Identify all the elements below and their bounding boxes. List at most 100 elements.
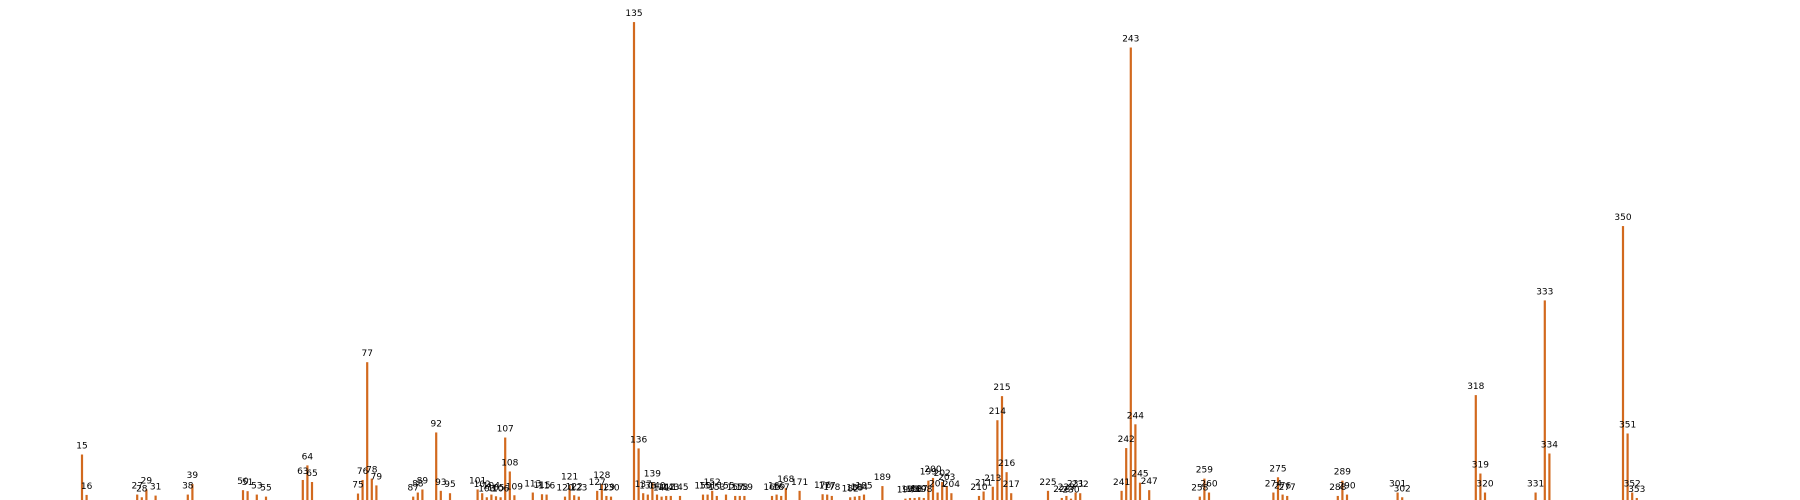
bar-194 — [904, 498, 907, 500]
bar-213 — [991, 486, 994, 500]
bar-label-51: 51 — [242, 478, 253, 488]
bar-31 — [154, 495, 157, 500]
bar-352 — [1631, 492, 1634, 500]
bar-label-89: 89 — [417, 476, 429, 486]
bar-label-53: 53 — [251, 482, 262, 492]
bar-232 — [1079, 493, 1082, 500]
bar-label-93: 93 — [435, 478, 446, 488]
bar-177 — [826, 494, 829, 500]
bar-64 — [306, 465, 309, 500]
bar-label-230: 230 — [1062, 486, 1079, 496]
bar-label-204: 204 — [943, 480, 960, 490]
bar-157 — [734, 495, 737, 500]
bar-214 — [996, 420, 999, 500]
bar-203 — [945, 486, 948, 500]
bar-302 — [1401, 497, 1404, 500]
bar-label-334: 334 — [1541, 441, 1558, 451]
bar-77 — [366, 362, 369, 500]
bar-label-178: 178 — [823, 483, 840, 493]
bar-184 — [858, 495, 861, 500]
bar-label-177: 177 — [819, 482, 836, 492]
bar-143 — [669, 495, 672, 500]
bar-183 — [853, 496, 856, 500]
bar-label-135: 135 — [625, 9, 642, 19]
bar-145 — [678, 495, 682, 500]
bar-136 — [637, 448, 640, 500]
bar-label-130: 130 — [602, 484, 619, 494]
bar-label-302: 302 — [1394, 484, 1411, 494]
bar-label-183: 183 — [846, 484, 863, 494]
bar-51 — [246, 491, 249, 500]
bar-101 — [476, 489, 479, 500]
bar-167 — [780, 495, 783, 500]
bar-176 — [821, 494, 824, 500]
bar-121 — [568, 485, 571, 500]
bar-28 — [140, 497, 143, 500]
bar-113 — [531, 492, 534, 500]
bar-105 — [494, 496, 498, 500]
bar-78 — [370, 478, 373, 500]
bar-198 — [922, 497, 925, 500]
bar-29 — [145, 489, 148, 500]
bar-label-120: 120 — [556, 484, 573, 494]
bar-label-225: 225 — [1039, 478, 1056, 488]
bar-127 — [596, 490, 599, 500]
bar-label-211: 211 — [975, 479, 992, 489]
bar-label-243: 243 — [1122, 35, 1139, 45]
bar-27 — [136, 494, 139, 500]
bar-label-121: 121 — [561, 472, 578, 482]
bar-label-158: 158 — [731, 483, 748, 493]
bar-label-258: 258 — [1191, 484, 1208, 494]
bar-label-232: 232 — [1072, 480, 1089, 490]
bar-229 — [1065, 495, 1068, 500]
bar-216 — [1005, 472, 1008, 500]
bar-108 — [508, 471, 511, 500]
bar-158 — [738, 495, 741, 500]
bar-label-194: 194 — [897, 486, 914, 496]
bar-76 — [361, 479, 364, 500]
bar-label-301: 301 — [1389, 480, 1406, 490]
bar-label-159: 159 — [736, 483, 753, 493]
bar-103 — [485, 497, 488, 500]
bar-211 — [982, 491, 985, 500]
bar-label-203: 203 — [938, 473, 955, 483]
bar-label-152: 152 — [704, 478, 721, 488]
bar-label-143: 143 — [662, 483, 679, 493]
bar-150 — [701, 494, 705, 500]
bar-label-231: 231 — [1067, 480, 1084, 490]
bar-319 — [1479, 473, 1482, 500]
bar-label-109: 109 — [506, 482, 523, 492]
bar-label-247: 247 — [1141, 477, 1158, 487]
bar-label-196: 196 — [906, 485, 923, 495]
bar-116 — [545, 494, 548, 500]
bar-label-214: 214 — [989, 407, 1006, 417]
bar-88 — [416, 492, 419, 500]
bar-label-79: 79 — [371, 472, 383, 482]
bar-label-274: 274 — [1265, 480, 1282, 490]
bar-label-318: 318 — [1467, 382, 1484, 392]
bar-129 — [605, 495, 608, 500]
bar-label-259: 259 — [1196, 466, 1213, 476]
bar-15 — [80, 454, 84, 500]
bar-138 — [646, 494, 649, 500]
bar-301 — [1396, 492, 1399, 500]
bar-140 — [655, 494, 659, 500]
bar-53 — [255, 494, 258, 500]
bar-318 — [1474, 395, 1477, 500]
bar-label-244: 244 — [1127, 411, 1144, 421]
bar-label-197: 197 — [911, 484, 928, 494]
bar-350 — [1621, 226, 1625, 500]
bar-137 — [642, 493, 645, 500]
bar-label-123: 123 — [570, 484, 587, 494]
bar-label-145: 145 — [671, 483, 688, 493]
bar-289 — [1341, 480, 1344, 500]
bar-label-127: 127 — [589, 478, 606, 488]
bar-label-184: 184 — [851, 483, 868, 493]
bar-210 — [977, 495, 981, 500]
bar-166 — [775, 494, 778, 500]
bar-label-137: 137 — [635, 480, 652, 490]
bar-95 — [448, 493, 452, 500]
bar-label-275: 275 — [1269, 464, 1286, 474]
bar-178 — [830, 495, 833, 500]
bar-label-108: 108 — [501, 458, 518, 468]
